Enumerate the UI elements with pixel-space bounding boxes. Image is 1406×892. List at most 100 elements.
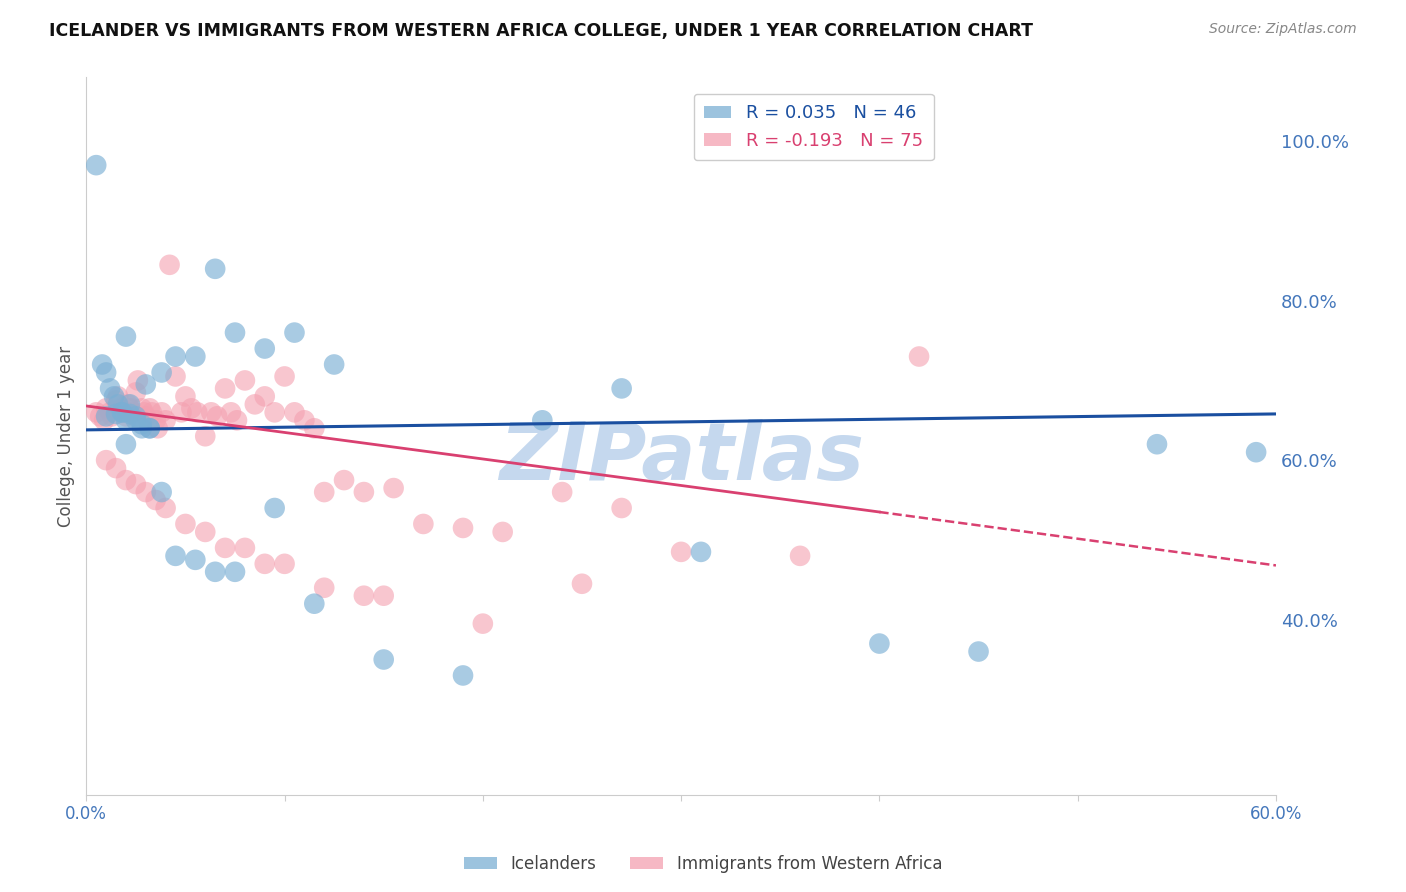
Point xyxy=(471,616,494,631)
Point xyxy=(89,409,111,424)
Point xyxy=(103,389,125,403)
Point xyxy=(174,516,197,531)
Point xyxy=(314,581,336,595)
Point xyxy=(146,421,169,435)
Point xyxy=(105,461,128,475)
Point xyxy=(314,485,336,500)
Point xyxy=(150,366,173,380)
Point xyxy=(125,409,148,424)
Point xyxy=(115,413,138,427)
Point xyxy=(353,485,375,500)
Point xyxy=(204,565,226,579)
Point xyxy=(91,358,114,372)
Point xyxy=(155,501,177,516)
Point xyxy=(200,405,222,419)
Point xyxy=(1146,437,1168,451)
Point xyxy=(323,358,346,372)
Point xyxy=(204,261,226,276)
Point xyxy=(789,549,811,563)
Point xyxy=(131,421,153,435)
Point xyxy=(243,397,266,411)
Point xyxy=(125,413,148,427)
Point xyxy=(1244,445,1267,459)
Point xyxy=(165,549,187,563)
Point xyxy=(121,405,143,419)
Point xyxy=(205,409,228,424)
Point xyxy=(273,369,295,384)
Point xyxy=(107,389,129,403)
Point xyxy=(118,407,141,421)
Point xyxy=(180,401,202,416)
Point xyxy=(531,413,554,427)
Point xyxy=(233,541,256,555)
Point xyxy=(135,409,157,424)
Point xyxy=(125,385,148,400)
Point xyxy=(908,350,931,364)
Point xyxy=(131,417,153,432)
Point xyxy=(105,393,128,408)
Point xyxy=(304,421,326,435)
Point xyxy=(139,421,162,435)
Point xyxy=(610,381,633,395)
Point xyxy=(214,381,236,395)
Point xyxy=(94,409,117,424)
Point xyxy=(610,501,633,516)
Point xyxy=(373,589,395,603)
Point xyxy=(112,405,135,419)
Point xyxy=(551,485,574,500)
Point xyxy=(373,652,395,666)
Point xyxy=(115,473,138,487)
Point xyxy=(111,405,134,419)
Legend: Icelanders, Immigrants from Western Africa: Icelanders, Immigrants from Western Afri… xyxy=(457,848,949,880)
Point xyxy=(135,485,157,500)
Point xyxy=(141,405,163,419)
Point xyxy=(115,329,138,343)
Point xyxy=(139,401,162,416)
Point xyxy=(226,413,249,427)
Point xyxy=(690,545,713,559)
Text: ZIPatlas: ZIPatlas xyxy=(499,418,863,497)
Point xyxy=(174,389,197,403)
Point xyxy=(571,576,593,591)
Point xyxy=(132,405,155,419)
Point xyxy=(353,589,375,603)
Point xyxy=(125,477,148,491)
Point xyxy=(214,541,236,555)
Point xyxy=(382,481,405,495)
Point xyxy=(283,326,305,340)
Point xyxy=(194,429,217,443)
Point xyxy=(967,644,990,658)
Point xyxy=(118,401,141,416)
Point xyxy=(98,405,121,419)
Point xyxy=(253,342,276,356)
Point xyxy=(304,597,326,611)
Point xyxy=(93,413,115,427)
Point xyxy=(283,405,305,419)
Point xyxy=(263,501,285,516)
Point xyxy=(669,545,692,559)
Point xyxy=(233,373,256,387)
Point xyxy=(107,397,129,411)
Legend: R = 0.035   N = 46, R = -0.193   N = 75: R = 0.035 N = 46, R = -0.193 N = 75 xyxy=(693,94,934,161)
Text: ICELANDER VS IMMIGRANTS FROM WESTERN AFRICA COLLEGE, UNDER 1 YEAR CORRELATION CH: ICELANDER VS IMMIGRANTS FROM WESTERN AFR… xyxy=(49,22,1033,40)
Point xyxy=(94,453,117,467)
Point xyxy=(253,389,276,403)
Point xyxy=(451,668,474,682)
Point xyxy=(105,407,128,421)
Point xyxy=(333,473,356,487)
Point xyxy=(118,397,141,411)
Point xyxy=(868,636,890,650)
Point xyxy=(98,381,121,395)
Point xyxy=(194,524,217,539)
Point xyxy=(94,401,117,416)
Point xyxy=(219,405,242,419)
Point xyxy=(111,401,134,416)
Point xyxy=(155,413,177,427)
Point xyxy=(186,405,208,419)
Point xyxy=(165,350,187,364)
Point xyxy=(111,405,134,419)
Point xyxy=(84,405,107,419)
Point xyxy=(139,421,162,435)
Point xyxy=(184,553,207,567)
Point xyxy=(412,516,434,531)
